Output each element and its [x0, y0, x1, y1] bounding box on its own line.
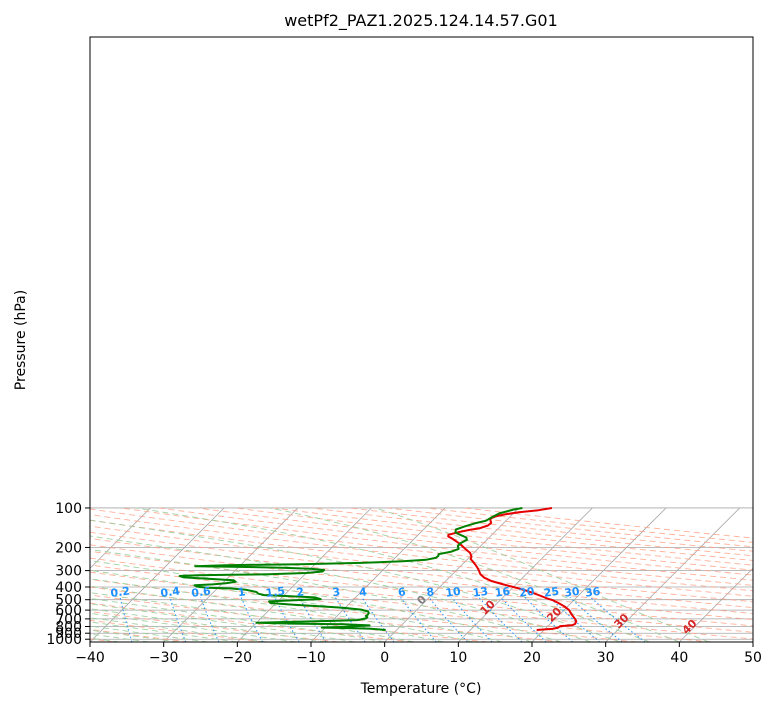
plot-area: 0.10.20.40.611.52346810131620253036-100-… [90, 507, 753, 642]
moist-adiabat [90, 603, 356, 642]
mixing-ratio-label: 0.6 [190, 584, 211, 600]
x-tick-label: −20 [223, 650, 253, 666]
mixing-ratio-label: 13 [472, 585, 489, 600]
moist-adiabat [90, 585, 444, 642]
x-tick-label: 40 [670, 650, 688, 666]
y-axis-label: Pressure (hPa) [13, 290, 29, 390]
mixing-ratio-line [590, 597, 646, 642]
x-tick-label: 30 [597, 650, 615, 666]
isotherm-line [90, 507, 225, 642]
chart-title: wetPf2_PAZ1.2025.124.14.57.G01 [284, 11, 558, 31]
y-tick-label: 200 [55, 540, 82, 556]
dry-adiabat [90, 537, 753, 615]
x-tick-label: −30 [149, 650, 179, 666]
isotherm-line [237, 507, 372, 642]
mixing-ratio-lines [119, 597, 646, 642]
moist-adiabat [136, 507, 651, 642]
y-tick-label: 700 [55, 612, 82, 628]
dry-adiabat [90, 611, 339, 642]
mixing-ratio-label: 1.5 [265, 584, 286, 599]
plot-frame [89, 36, 754, 643]
isotherm-line [679, 567, 753, 642]
dry-adiabat [90, 519, 753, 597]
isotherm-line [90, 507, 151, 569]
mixing-ratio-label: 16 [494, 585, 511, 600]
dry-adiabat [90, 628, 189, 642]
dry-adiabat [235, 507, 753, 566]
mixing-ratio-line [240, 597, 264, 642]
dry-adiabat [90, 531, 753, 609]
mixing-ratio-line [524, 597, 574, 642]
y-tick-label: 800 [55, 619, 82, 635]
isotherm-line [605, 507, 740, 642]
isotherm-line [384, 507, 519, 642]
x-tick-label: 20 [523, 650, 541, 666]
mixing-ratio-label: 2 [296, 585, 305, 599]
mixing-ratio-label: 3 [332, 585, 341, 599]
mixing-ratio-line [200, 597, 220, 642]
moist-adiabats [90, 507, 709, 642]
mixing-ratio-label: 25 [543, 585, 560, 600]
dry-adiabat [90, 557, 753, 633]
temperature-trace [447, 507, 578, 631]
dry-adiabat [90, 594, 488, 642]
sounding-series [178, 507, 578, 631]
mixing-ratio-line [428, 597, 468, 642]
dry-adiabat [90, 579, 638, 642]
dry-adiabat [90, 544, 753, 621]
y-tick-label: 400 [55, 580, 82, 596]
mixing-ratio-label: 1 [237, 585, 246, 599]
mixing-ratio-label: 8 [426, 585, 435, 599]
mixing-ratio-line [478, 597, 523, 642]
mixing-ratio-label: 20 [518, 585, 535, 600]
mixing-ratio-label: 10 [445, 585, 462, 600]
y-tick-label: 1000 [46, 632, 82, 648]
moist-adiabat [90, 598, 385, 642]
moist-adiabat [90, 592, 415, 642]
dewpoint-trace [178, 507, 523, 631]
mixing-ratio-line [169, 597, 187, 642]
x-tick-label: 10 [449, 650, 467, 666]
moist-adiabat [90, 535, 592, 642]
mixing-ratio-label: 36 [584, 585, 601, 600]
y-tick-label: 100 [55, 501, 82, 517]
x-tick-label: −40 [75, 650, 105, 666]
mixing-ratio-label: 4 [358, 585, 368, 599]
x-tick-label: 50 [744, 650, 762, 666]
pressure-grid [90, 507, 753, 640]
mixing-ratio-label: 6 [397, 585, 407, 599]
x-tick-label: −10 [296, 650, 326, 666]
mixing-ratio-line [549, 597, 601, 642]
x-axis-ticks: −40 −30 −20 −10 0 10 20 30 40 50 [75, 642, 762, 666]
dry-adiabat [159, 507, 753, 576]
moist-adiabat [90, 519, 621, 642]
x-axis-label: Temperature (°C) [360, 681, 482, 697]
dry-adiabat [90, 586, 563, 642]
moist-adiabat [90, 608, 326, 642]
dry-adiabat [90, 602, 413, 642]
mixing-ratio-line [569, 597, 623, 642]
mixing-ratio-line [451, 597, 493, 642]
x-tick-label: 0 [380, 650, 389, 666]
moist-adiabat [269, 507, 680, 642]
mixing-ratio-label: 0.4 [160, 584, 181, 600]
moist-adiabat [375, 507, 709, 642]
mixing-ratio-line [400, 597, 437, 642]
moist-adiabat [90, 578, 474, 642]
moist-adiabat [90, 560, 533, 642]
moist-adiabat [90, 548, 562, 642]
mixing-ratio-line [500, 597, 547, 642]
mixing-ratio-label: 30 [564, 585, 581, 600]
y-tick-label: 500 [55, 593, 82, 609]
y-tick-label: 300 [55, 564, 82, 580]
y-tick-label: 600 [55, 603, 82, 619]
moist-adiabat [90, 569, 503, 642]
mixing-ratio-label: 0.2 [110, 584, 131, 599]
y-tick-label: 900 [55, 626, 82, 642]
